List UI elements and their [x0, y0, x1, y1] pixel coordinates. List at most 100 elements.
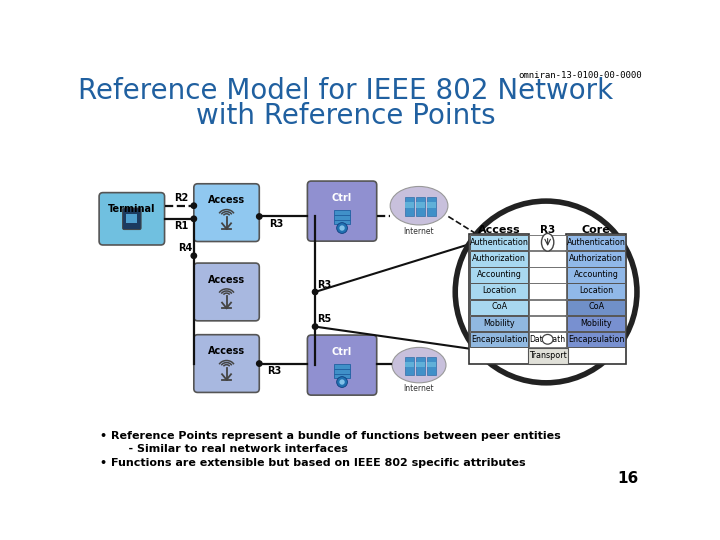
Bar: [529, 235, 566, 251]
Text: Internet: Internet: [404, 384, 434, 393]
Bar: [427, 197, 436, 217]
Text: Accounting: Accounting: [574, 270, 618, 279]
Bar: [567, 235, 626, 251]
Text: Location: Location: [482, 286, 516, 295]
Text: • Reference Points represent a bundle of functions between peer entities: • Reference Points represent a bundle of…: [99, 431, 560, 441]
Text: CoA: CoA: [491, 302, 507, 312]
Bar: [334, 210, 350, 215]
Circle shape: [312, 324, 318, 329]
Text: Encapsulation: Encapsulation: [471, 335, 527, 344]
Bar: [416, 357, 426, 375]
Text: Access: Access: [208, 195, 245, 205]
Text: Authorization: Authorization: [472, 254, 526, 263]
Bar: [567, 332, 626, 347]
Text: Location: Location: [579, 286, 613, 295]
Text: Ctrl: Ctrl: [332, 347, 352, 356]
Circle shape: [455, 201, 637, 383]
Bar: [529, 251, 566, 267]
Text: CoA: CoA: [588, 302, 604, 312]
Text: Access: Access: [208, 275, 245, 285]
Bar: [567, 267, 626, 283]
Bar: [470, 332, 528, 347]
Bar: [427, 202, 436, 208]
Text: Reference Model for IEEE 802 Network: Reference Model for IEEE 802 Network: [78, 77, 613, 105]
Circle shape: [256, 361, 262, 366]
FancyBboxPatch shape: [194, 263, 259, 321]
Circle shape: [191, 203, 197, 208]
Circle shape: [191, 216, 197, 221]
Bar: [567, 251, 626, 267]
Bar: [529, 332, 566, 347]
Bar: [470, 316, 528, 331]
Bar: [334, 364, 350, 369]
Text: 16: 16: [617, 470, 639, 485]
Text: R1: R1: [174, 221, 189, 231]
Bar: [470, 300, 528, 315]
Ellipse shape: [392, 347, 446, 383]
FancyBboxPatch shape: [122, 208, 141, 230]
Text: Encapsulation: Encapsulation: [568, 335, 624, 344]
Bar: [416, 202, 426, 208]
Text: Accounting: Accounting: [477, 270, 521, 279]
Circle shape: [339, 379, 345, 384]
Bar: [334, 374, 350, 378]
Text: R2: R2: [174, 193, 189, 204]
Bar: [529, 284, 566, 299]
Text: Terminal: Terminal: [108, 204, 156, 214]
Bar: [470, 267, 528, 283]
Bar: [427, 362, 436, 367]
Text: Access: Access: [478, 225, 521, 234]
Text: Access: Access: [208, 346, 245, 356]
Text: Core: Core: [582, 225, 611, 234]
Text: R4: R4: [178, 244, 192, 253]
Text: Authentication: Authentication: [567, 238, 626, 247]
Circle shape: [312, 289, 318, 295]
Bar: [427, 357, 436, 375]
Bar: [334, 369, 350, 374]
Bar: [127, 214, 138, 224]
Circle shape: [337, 377, 348, 387]
Bar: [405, 202, 415, 208]
Bar: [416, 362, 426, 367]
Text: Authorization: Authorization: [570, 254, 623, 263]
Text: Ctrl: Ctrl: [332, 193, 352, 202]
FancyBboxPatch shape: [194, 335, 259, 393]
FancyBboxPatch shape: [307, 335, 377, 395]
Bar: [416, 197, 426, 217]
Text: • Functions are extensible but based on IEEE 802 specific attributes: • Functions are extensible but based on …: [99, 457, 525, 468]
Bar: [529, 316, 566, 331]
Text: Mobility: Mobility: [483, 319, 515, 328]
Bar: [334, 220, 350, 224]
Text: Mobility: Mobility: [580, 319, 612, 328]
Bar: [567, 284, 626, 299]
Bar: [528, 348, 567, 363]
FancyBboxPatch shape: [194, 184, 259, 241]
Text: Datapath: Datapath: [530, 335, 566, 344]
Text: Internet: Internet: [404, 226, 434, 235]
Ellipse shape: [541, 233, 554, 251]
Text: Authentication: Authentication: [469, 238, 528, 247]
Bar: [529, 300, 566, 315]
Bar: [405, 357, 415, 375]
Bar: [566, 234, 626, 363]
Bar: [529, 267, 566, 283]
Bar: [405, 362, 415, 367]
Bar: [469, 234, 529, 363]
Ellipse shape: [390, 186, 448, 225]
Bar: [470, 284, 528, 299]
Bar: [567, 316, 626, 331]
Bar: [405, 197, 415, 217]
Text: omniran-13-0100-00-0000: omniran-13-0100-00-0000: [518, 71, 642, 80]
Text: R5: R5: [318, 314, 332, 325]
Bar: [567, 300, 626, 315]
Bar: [334, 215, 350, 220]
Circle shape: [337, 222, 348, 233]
Text: with Reference Points: with Reference Points: [196, 102, 495, 130]
Bar: [470, 235, 528, 251]
Circle shape: [191, 253, 197, 259]
Ellipse shape: [542, 334, 553, 344]
Circle shape: [339, 225, 345, 231]
Text: R3: R3: [267, 366, 282, 376]
Bar: [470, 251, 528, 267]
FancyBboxPatch shape: [307, 181, 377, 241]
